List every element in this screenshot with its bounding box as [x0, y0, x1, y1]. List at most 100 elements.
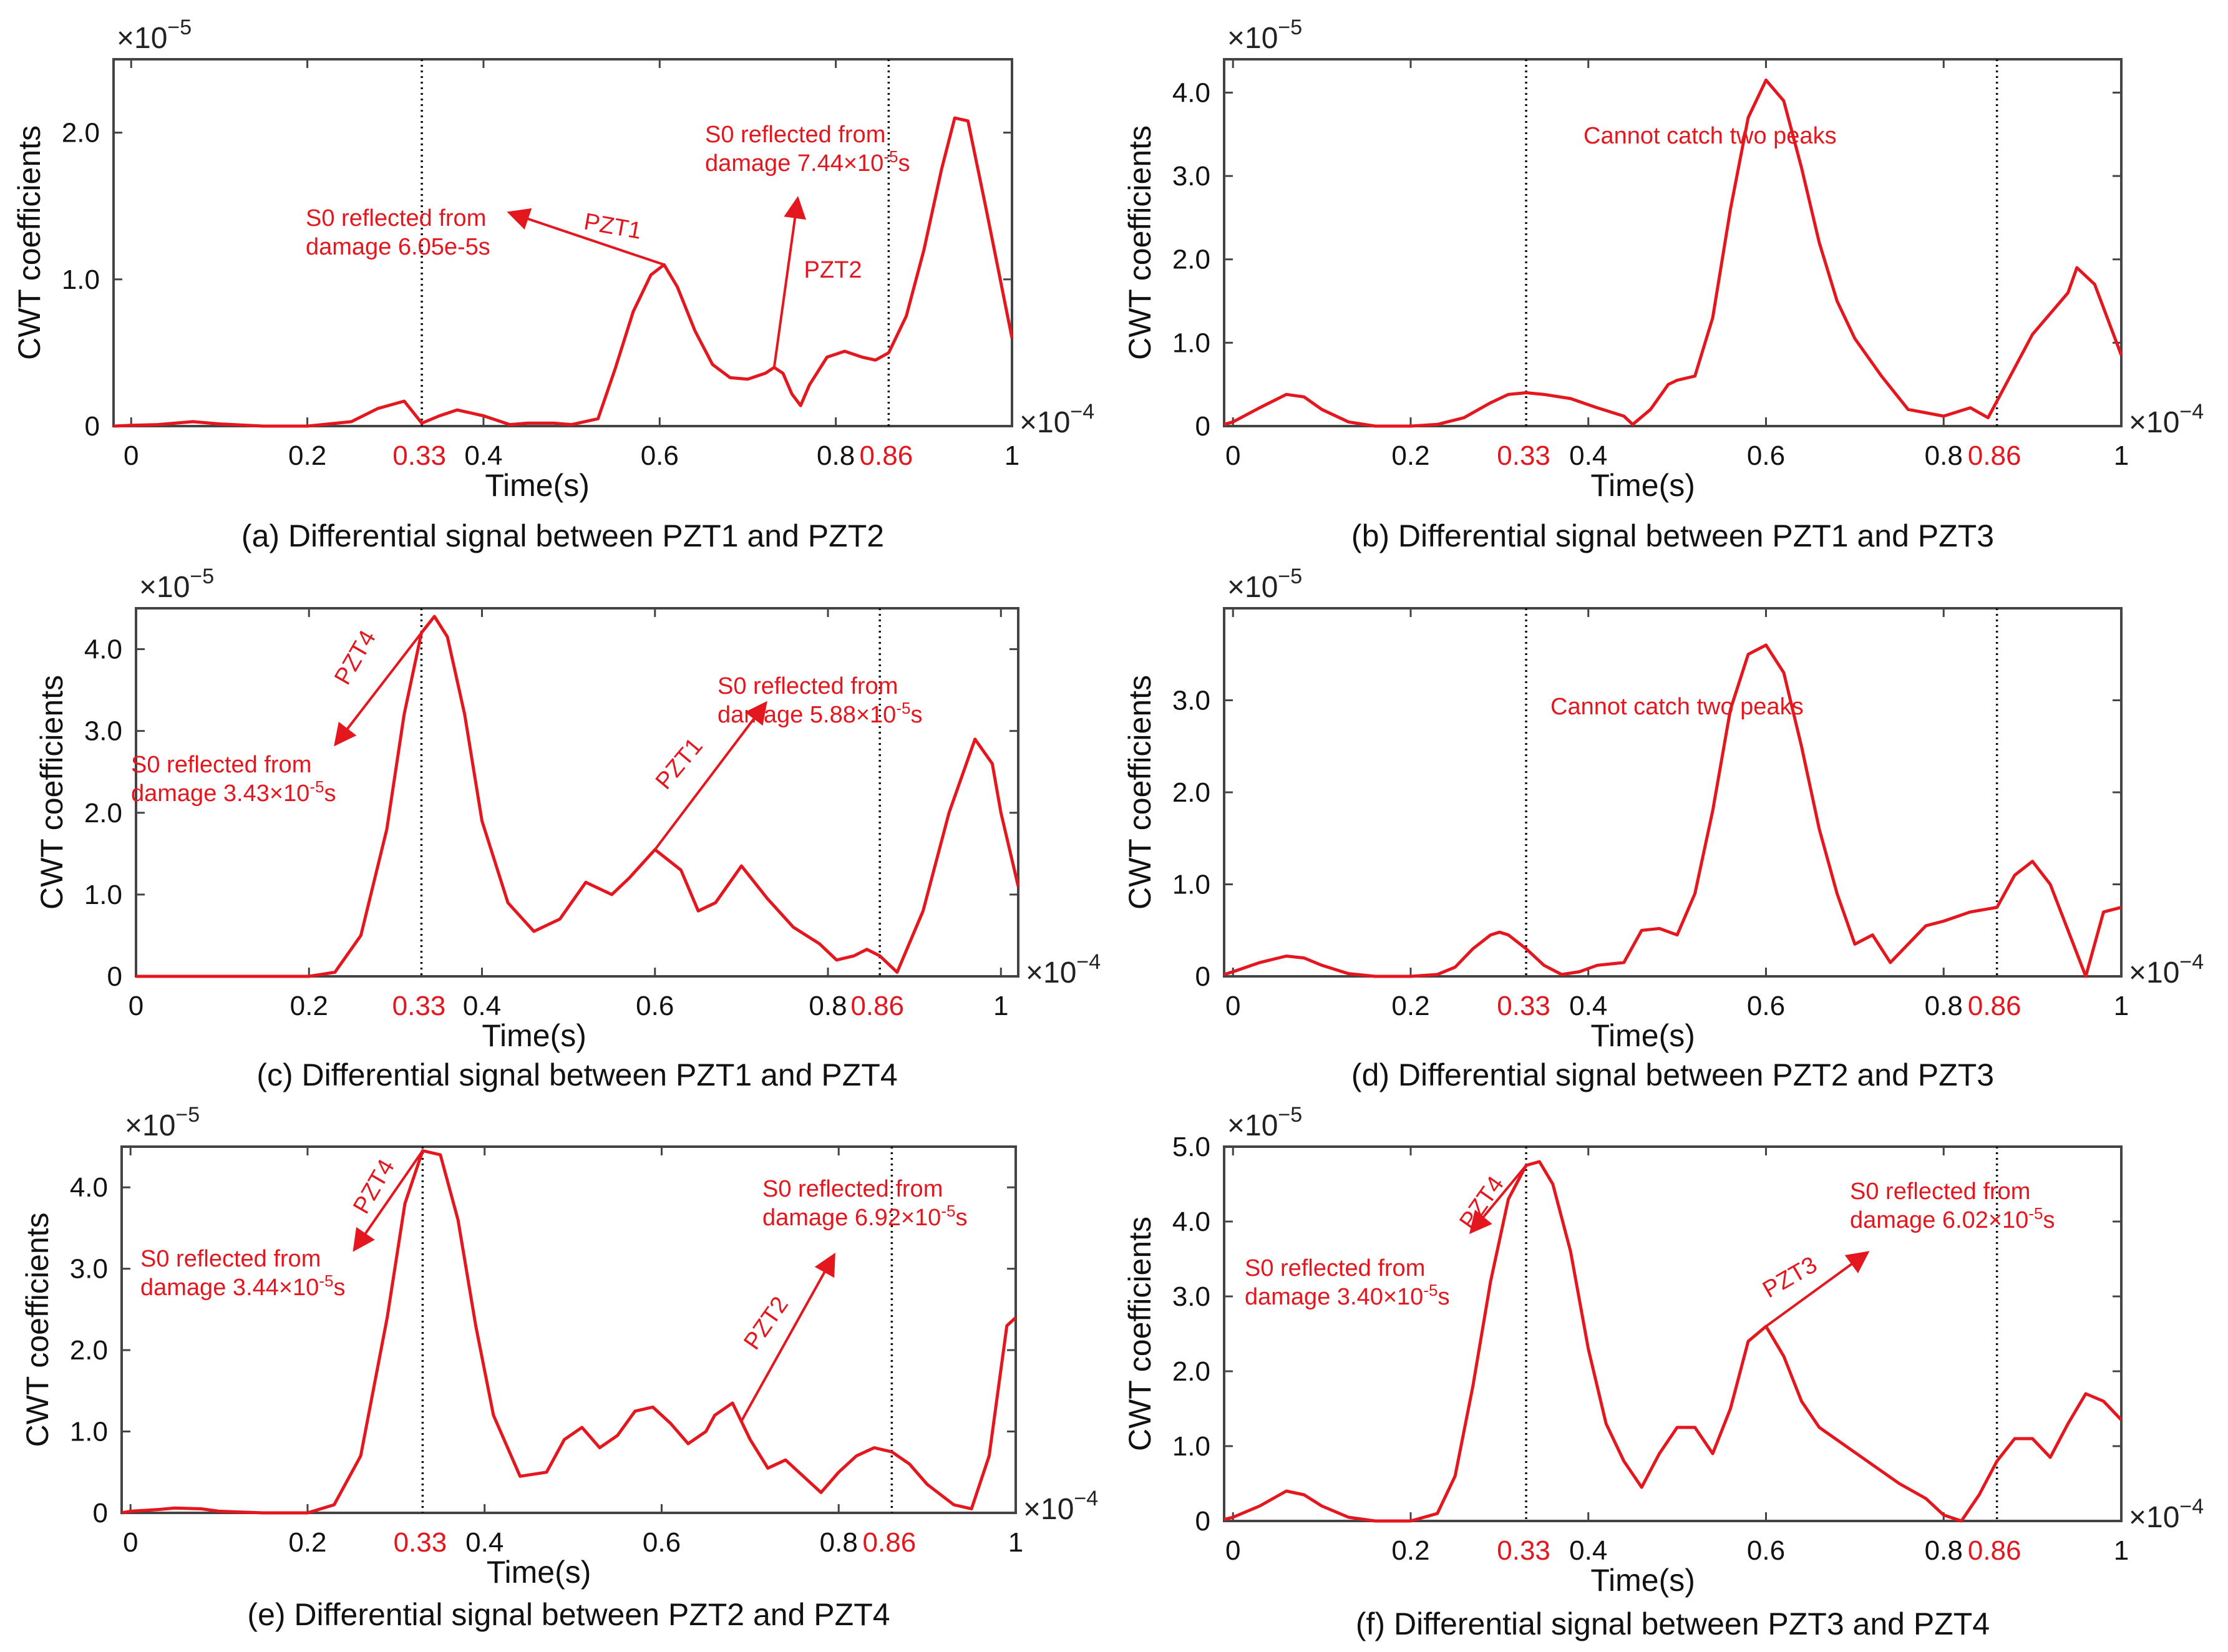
annotation-line2: damage 6.05e-5s: [306, 234, 490, 260]
annotation-line1: S0 reflected from: [306, 205, 486, 231]
x-tick-label: 0: [129, 991, 144, 1021]
y-multiplier: ×10−5: [139, 565, 214, 604]
annotation-line2-exponent: -5: [1423, 1281, 1437, 1300]
panel-caption: (c) Differential signal between PZT1 and…: [256, 1057, 897, 1092]
x-tick-label: 1: [1005, 440, 1019, 471]
sensor-label: PZT2: [739, 1292, 794, 1354]
x-tick-label-red: 0.33: [392, 991, 446, 1021]
axes-frame: [135, 607, 1019, 978]
x-axis-label: Time(s): [482, 1018, 586, 1053]
annotation-line2-unit: s: [955, 1205, 967, 1231]
y-axis-label: CWT coefficients: [34, 675, 69, 910]
annotation-line1: S0 reflected from: [1245, 1255, 1425, 1281]
x-tick-label: 0.4: [463, 991, 501, 1021]
y-multiplier: ×10−5: [1227, 565, 1302, 604]
x-multiplier-exponent: −4: [2179, 400, 2204, 424]
annotation-line2-main: damage 3.43×10: [131, 780, 309, 807]
x-tick-label-red: 0.33: [1497, 1535, 1550, 1566]
y-tick-label: 3.0: [1172, 1281, 1210, 1312]
annotation-line1: S0 reflected from: [1850, 1178, 2030, 1205]
annotation-line2-main: damage 5.88×10: [718, 702, 896, 728]
annotation-arrow: [654, 701, 767, 850]
y-multiplier-exponent: −5: [190, 565, 214, 588]
x-tick-label: 0.6: [643, 1527, 681, 1558]
x-multiplier-exponent: −4: [1076, 950, 1101, 974]
sensor-label: PZT4: [1454, 1172, 1509, 1234]
y-tick-label: 0: [85, 411, 100, 442]
annotation-line2-unit: s: [333, 1275, 345, 1301]
y-tick-label: 1.0: [1172, 870, 1210, 900]
x-multiplier: ×10−4: [1019, 400, 1094, 439]
annotation-line1: S0 reflected from: [718, 673, 898, 699]
annotation-line2: damage 3.40×10-5s: [1245, 1281, 1449, 1310]
annotation-line2: damage 6.92×10-5s: [762, 1202, 967, 1231]
x-tick-label: 1: [1008, 1527, 1023, 1558]
panel-e: 0 1.0 2.0 3.0 4.0 0 0.2 0.4 0.6 0.8 1 0.33 0.86 Time(…: [20, 1103, 1098, 1632]
y-multiplier: ×10−5: [1227, 16, 1302, 55]
y-multiplier-exponent: −5: [175, 1103, 200, 1127]
x-tick-label: 0: [124, 440, 139, 471]
x-tick-label: 0: [1225, 991, 1240, 1021]
x-axis-label: Time(s): [1590, 468, 1695, 503]
y-tick-label: 1.0: [62, 265, 100, 295]
panel-a: 0 1.0 2.0 0 0.2 0.4 0.6 0.8 1 0.33 0.86 Time(s) CWT …: [12, 16, 1094, 553]
x-tick-label: 1: [2114, 440, 2129, 471]
annotation-line2-main: damage 7.44×10: [705, 150, 883, 177]
y-tick-label: 4.0: [1172, 1207, 1210, 1237]
note-text: Cannot catch two peaks: [1550, 694, 1804, 720]
y-tick-label: 1.0: [1172, 328, 1210, 358]
x-tick-label: 0: [1225, 440, 1240, 471]
annotation-line2: damage 6.02×10-5s: [1850, 1204, 2055, 1233]
x-multiplier: ×10−4: [2129, 1495, 2204, 1534]
x-tick-label: 0.6: [641, 440, 679, 471]
x-tick-label: 0.2: [288, 440, 326, 471]
y-multiplier-exponent: −5: [1278, 565, 1302, 588]
x-axis-label: Time(s): [1590, 1563, 1695, 1598]
x-tick-label: 0.6: [1747, 1535, 1785, 1566]
y-multiplier: ×10−5: [1227, 1103, 1302, 1142]
x-multiplier: ×10−4: [2129, 400, 2204, 439]
y-tick-label: 2.0: [1172, 1356, 1210, 1387]
y-tick-label: 2.0: [1172, 245, 1210, 275]
x-tick-label: 0.6: [1747, 991, 1785, 1021]
y-tick-label: 0: [107, 961, 122, 992]
x-tick-label-red: 0.86: [863, 1527, 917, 1558]
x-tick-label: 0.8: [1925, 991, 1963, 1021]
x-multiplier-exponent: −4: [2179, 1495, 2204, 1518]
y-multiplier-exponent: −5: [1278, 16, 1302, 39]
panel-d: 0 1.0 2.0 3.0 0 0.2 0.4 0.6 0.8 1 0.33 0.86 Time(s) C…: [1122, 565, 2204, 1092]
annotation-line1: S0 reflected from: [140, 1246, 321, 1272]
x-tick-label: 0.8: [1925, 440, 1963, 471]
y-axis-label: CWT coefficients: [12, 125, 47, 360]
x-tick-label: 0.4: [1569, 991, 1607, 1021]
annotation-line2-unit: s: [898, 150, 910, 177]
annotation-line2: damage 3.43×10-5s: [131, 777, 336, 807]
cwt-curve: [121, 1149, 1017, 1515]
sensor-label: PZT4: [329, 626, 381, 689]
x-multiplier-exponent: −4: [1074, 1487, 1098, 1510]
annotation-line2-unit: s: [910, 702, 922, 728]
panel-b: 0 1.0 2.0 3.0 4.0 0 0.2 0.4 0.6 0.8 1 0.33 0.86 Time(…: [1122, 16, 2204, 553]
x-tick-label: 0.2: [288, 1527, 326, 1558]
annotation-line2-exponent: -5: [319, 1271, 333, 1290]
y-tick-label: 2.0: [1172, 777, 1210, 808]
sensor-label: PZT1: [651, 733, 708, 794]
y-tick-label: 4.0: [1172, 77, 1210, 108]
x-tick-label: 0.2: [1391, 991, 1429, 1021]
x-tick-label: 0.4: [464, 440, 502, 471]
annotation-arrow: [1765, 1251, 1870, 1328]
y-tick-label: 1.0: [1172, 1431, 1210, 1462]
x-tick-label: 0.2: [1391, 440, 1429, 471]
annotation-line1: S0 reflected from: [131, 752, 311, 778]
panel-c: 0 1.0 2.0 3.0 4.0 0 0.2 0.4 0.6 0.8 1 0.33 0.86 Time(…: [34, 565, 1101, 1092]
x-axis-label: Time(s): [1590, 1018, 1695, 1053]
x-tick-label: 0.8: [820, 1527, 858, 1558]
annotation-arrow: [1469, 1164, 1527, 1235]
x-multiplier-exponent: −4: [1070, 400, 1094, 424]
x-tick-label: 0.8: [1925, 1535, 1963, 1566]
x-tick-label: 0.4: [1569, 1535, 1607, 1566]
y-tick-label: 4.0: [70, 1172, 108, 1203]
y-tick-label: 4.0: [84, 634, 122, 665]
annotation-arrow: [740, 1253, 835, 1422]
